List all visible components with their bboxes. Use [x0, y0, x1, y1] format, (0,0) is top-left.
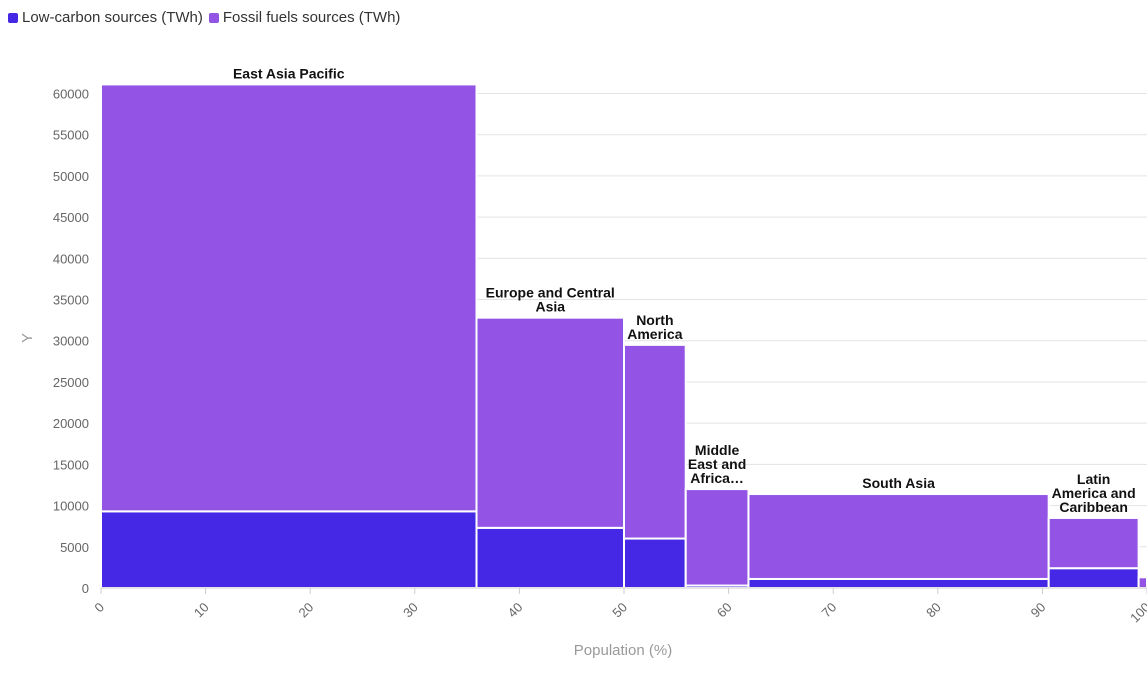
y-tick-label: 40000 [53, 251, 89, 266]
bar-fossil [747, 493, 1050, 580]
y-tick-label: 5000 [60, 540, 89, 555]
bar-fossil [1137, 576, 1147, 589]
bar-fossil [684, 488, 750, 587]
region-label: Europe and Central Asia [486, 285, 615, 315]
x-tick-label: 0 [91, 600, 107, 616]
chart-legend: Low-carbon sources (TWh) Fossil fuels so… [8, 9, 402, 26]
y-tick-label: 50000 [53, 169, 89, 184]
x-tick-label: 70 [818, 600, 839, 621]
bar-fossil [1047, 516, 1140, 570]
region-label: Middle East and Africa… [688, 442, 746, 486]
x-axis-ticks: 0 10 20 30 40 50 60 70 80 90 100 [91, 587, 1147, 626]
region-label-line: Caribbean [1059, 499, 1127, 515]
y-tick-label: 20000 [53, 416, 89, 431]
x-tick-label: 80 [923, 600, 944, 621]
legend-label-low-carbon: Low-carbon sources (TWh) [22, 9, 203, 26]
y-tick-label: 35000 [53, 293, 89, 308]
y-tick-label: 15000 [53, 457, 89, 472]
y-tick-label: 45000 [53, 210, 89, 225]
bar-fossil [100, 83, 478, 513]
x-tick-label: 20 [295, 600, 316, 621]
region-label-line: Middle [695, 442, 740, 458]
bar-low-carbon [747, 577, 1050, 590]
x-tick-label: 60 [714, 600, 735, 621]
x-tick-label: 50 [609, 600, 630, 621]
bar-low-carbon [475, 526, 625, 589]
region-label-line: Europe and Central [486, 285, 615, 301]
y-tick-label: 30000 [53, 334, 89, 349]
region-label-line: South Asia [862, 475, 935, 491]
bar-segments [100, 83, 1147, 590]
region-label: East Asia Pacific [233, 65, 345, 81]
x-tick-label: 40 [505, 600, 526, 621]
y-axis-title: Y [19, 333, 36, 343]
y-axis-ticks: 0 5000 10000 15000 20000 25000 30000 35000 40000… [53, 86, 89, 596]
region-label: Latin America and Caribbean [1052, 471, 1136, 515]
region-labels: East Asia Pacific Europe and Central Asia N… [233, 65, 1136, 515]
region-label-line: America and [1052, 485, 1136, 501]
region-label-line: Latin [1077, 471, 1110, 487]
x-tick-label: 30 [400, 600, 421, 621]
legend-label-fossil: Fossil fuels sources (TWh) [222, 9, 401, 26]
y-tick-label: 10000 [53, 499, 89, 514]
legend-swatch-fossil [208, 12, 219, 23]
x-tick-label: 100 [1127, 600, 1147, 626]
region-label-line: Asia [535, 299, 565, 315]
bar-fossil [623, 343, 687, 540]
legend-item-fossil[interactable]: Fossil fuels sources (TWh) [208, 9, 401, 26]
y-tick-label: 60000 [53, 86, 89, 101]
region-label: North America [627, 312, 682, 342]
x-axis-title: Population (%) [574, 642, 672, 659]
region-label-line: East Asia Pacific [233, 65, 345, 81]
legend-swatch-low-carbon [8, 12, 18, 23]
x-tick-label: 90 [1028, 600, 1049, 621]
y-tick-label: 0 [82, 581, 89, 596]
y-tick-label: 25000 [53, 375, 89, 390]
bar-fossil [475, 316, 625, 529]
bar-low-carbon [1047, 567, 1140, 590]
region-label-line: Africa… [690, 470, 744, 486]
region-label: South Asia [862, 475, 935, 491]
region-label-line: East and [688, 456, 746, 472]
bar-low-carbon [100, 510, 478, 590]
region-label-line: America [627, 326, 682, 342]
x-tick-label: 10 [191, 600, 212, 621]
legend-item-low-carbon[interactable]: Low-carbon sources (TWh) [8, 9, 203, 26]
region-label-line: North [636, 312, 673, 328]
y-tick-label: 55000 [53, 128, 89, 143]
bar-low-carbon [623, 537, 687, 590]
